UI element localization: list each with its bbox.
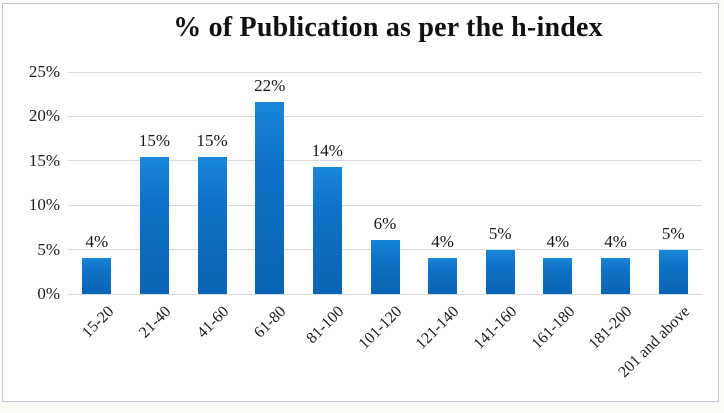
gridline: [68, 293, 702, 295]
bar-value-label: 5%: [661, 223, 685, 243]
bar-value-label: 4%: [546, 231, 570, 251]
bar: [601, 257, 631, 294]
y-tick-label: 25%: [28, 62, 60, 81]
bar: [370, 239, 400, 294]
gridline: [68, 160, 702, 162]
bar-value-label: 15%: [196, 131, 228, 151]
gridline: [68, 204, 702, 206]
y-tick-label: 5%: [37, 239, 60, 259]
chart-title: % of Publication as per the h-index: [173, 12, 603, 43]
bar: [543, 257, 573, 294]
bar: [197, 157, 227, 294]
bar: [139, 157, 169, 294]
y-tick-label: 10%: [28, 195, 60, 215]
bar: [255, 102, 285, 294]
bar-value-label: 14%: [311, 141, 343, 161]
bar-value-label: 6%: [373, 213, 397, 233]
y-tick-label: 20%: [28, 106, 60, 126]
bar-value-label: 4%: [85, 231, 109, 251]
bar: [428, 257, 458, 294]
bar: [658, 249, 688, 294]
bar: [312, 167, 342, 294]
bar: [82, 257, 112, 294]
y-tick-label: 0%: [37, 284, 60, 303]
gridline: [68, 71, 702, 73]
bar-value-label: 4%: [604, 231, 627, 251]
x-tick-label: 201 and above: [615, 303, 694, 382]
y-tick-label: 15%: [28, 150, 60, 170]
plot-area: 0% 5% 10% 15% 20% 25% 4% 15-20 15% 21-40 15% 41-60 2…: [29, 62, 702, 381]
bar-value-label: 5%: [488, 223, 512, 243]
bar-value-label: 4%: [431, 231, 454, 251]
bar: [485, 249, 515, 294]
bar-value-label: 22%: [254, 76, 286, 96]
gridline: [68, 115, 702, 117]
chart-frame: % of Publication as per the h-index 0% 5%…: [2, 3, 719, 402]
bar-value-label: 15%: [138, 131, 171, 151]
